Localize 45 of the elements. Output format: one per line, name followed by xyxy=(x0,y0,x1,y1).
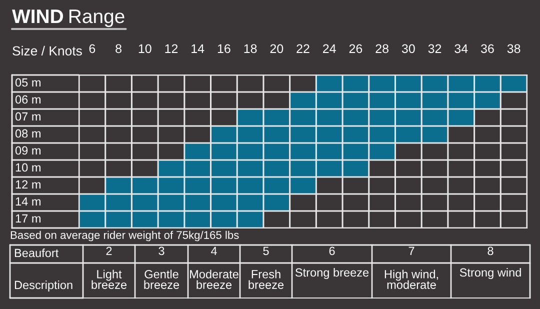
y-tick-label: 06 m xyxy=(15,95,40,104)
text: Strong wind xyxy=(460,268,521,280)
x-tick-label: 14 xyxy=(192,44,204,53)
text: Gentle breeze xyxy=(144,270,180,289)
x-tick-label: 12 xyxy=(165,44,178,53)
y-tick-label: Description xyxy=(14,280,72,292)
x-tick-label: 10 xyxy=(138,44,152,54)
text: Fresh breeze xyxy=(248,270,284,289)
x-tick-label: 32 xyxy=(428,44,442,54)
x-axis-title: Size / Knots xyxy=(12,46,82,56)
x-tick-label: 2 xyxy=(106,246,112,255)
x-tick-label: 8 xyxy=(116,44,122,54)
x-tick-label: 28 xyxy=(376,44,388,54)
y-tick-label: 14 m xyxy=(16,197,40,206)
y-tick-label: 10 m xyxy=(16,163,40,172)
y-tick-label: 05 m xyxy=(15,78,40,87)
x-tick-label: 38 xyxy=(507,44,520,54)
x-tick-label: 34 xyxy=(454,44,468,54)
x-tick-label: 4 xyxy=(210,246,217,255)
x-axis-title: Beaufort xyxy=(14,248,59,258)
y-tick-label: 17 m xyxy=(16,214,40,223)
x-tick-label: 30 xyxy=(402,44,415,54)
text: Moderate breeze xyxy=(190,270,238,289)
x-tick-label: 18 xyxy=(244,44,257,54)
text: High wind, moderate xyxy=(384,270,438,289)
y-tick-label: 12 m xyxy=(16,180,40,189)
x-tick-label: 8 xyxy=(488,246,494,256)
y-tick-label: 08 m xyxy=(15,129,40,138)
x-tick-label: 36 xyxy=(480,44,494,54)
text: Strong breeze xyxy=(295,268,369,280)
x-tick-label: 6 xyxy=(329,246,335,256)
x-tick-label: 6 xyxy=(89,44,96,54)
x-tick-label: 22 xyxy=(296,44,310,53)
x-tick-label: 24 xyxy=(323,44,336,53)
x-tick-label: 16 xyxy=(218,44,230,54)
x-tick-label: 7 xyxy=(408,246,414,255)
x-tick-label: 3 xyxy=(158,246,164,256)
y-tick-label: 07 m xyxy=(15,112,40,121)
x-tick-label: 20 xyxy=(270,44,284,54)
x-tick-label: 26 xyxy=(349,44,362,54)
text: Based on average rider weight of 75kg/165 lbs xyxy=(10,230,239,242)
chart-title: WIND Range xyxy=(12,10,124,28)
x-tick-label: 5 xyxy=(263,246,269,256)
y-tick-label: 09 m xyxy=(15,146,40,155)
text: Light breeze xyxy=(92,270,127,289)
